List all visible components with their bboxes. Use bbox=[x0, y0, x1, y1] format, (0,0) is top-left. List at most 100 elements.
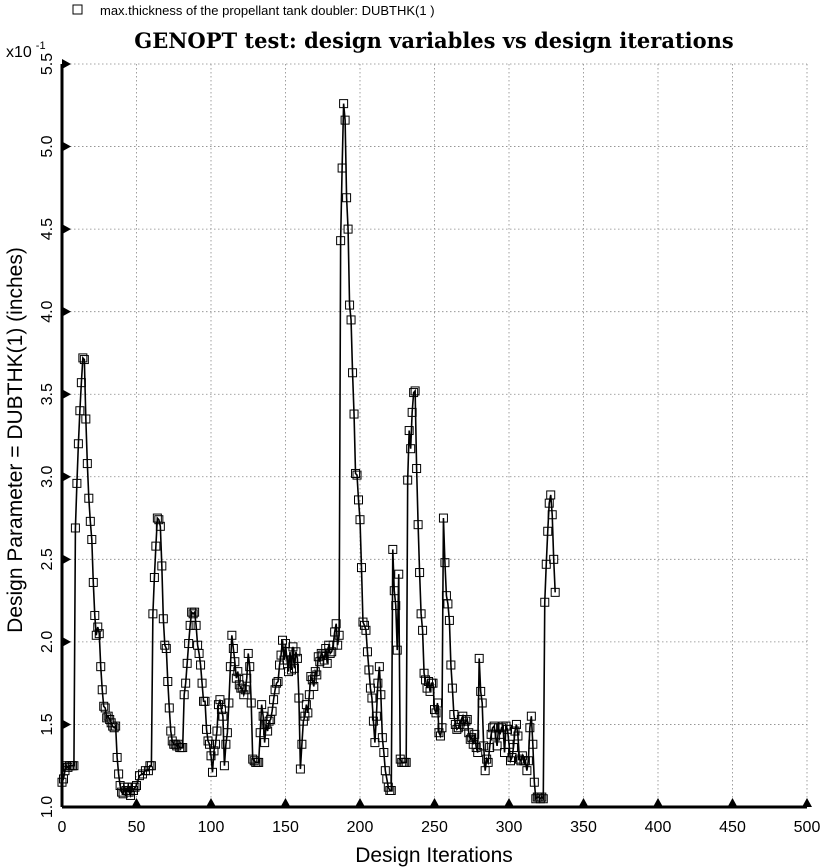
data-point bbox=[93, 622, 103, 632]
data-point bbox=[184, 639, 194, 649]
data-point bbox=[541, 559, 551, 569]
data-point bbox=[194, 648, 204, 658]
data-point bbox=[228, 643, 238, 653]
data-point bbox=[178, 743, 188, 753]
y-tick-marker bbox=[62, 471, 71, 482]
data-point bbox=[412, 464, 422, 474]
data-point bbox=[185, 620, 195, 630]
data-point bbox=[492, 741, 502, 751]
data-point bbox=[447, 683, 457, 693]
data-point bbox=[438, 513, 448, 523]
data-point bbox=[69, 761, 79, 771]
data-point bbox=[163, 677, 173, 687]
data-point bbox=[430, 705, 439, 715]
data-point bbox=[272, 678, 282, 688]
x-tick-label: 150 bbox=[272, 819, 299, 836]
data-point bbox=[407, 407, 417, 417]
y-tick-label: 3.5 bbox=[39, 383, 56, 405]
data-point bbox=[346, 315, 356, 325]
data-series bbox=[57, 99, 560, 804]
x-tick-marker bbox=[206, 798, 216, 807]
data-point bbox=[543, 526, 553, 536]
data-point bbox=[157, 561, 167, 571]
data-point bbox=[297, 739, 307, 749]
data-point bbox=[191, 620, 201, 630]
x-tick-marker bbox=[727, 798, 738, 807]
data-point bbox=[392, 645, 402, 655]
data-point bbox=[295, 764, 305, 774]
data-point bbox=[394, 569, 404, 579]
data-point bbox=[367, 693, 377, 703]
x-tick-marker bbox=[653, 798, 663, 807]
data-point bbox=[246, 698, 256, 708]
x-tick-label: 350 bbox=[570, 819, 597, 836]
data-point bbox=[96, 662, 106, 672]
data-point bbox=[129, 785, 139, 795]
data-point bbox=[462, 714, 472, 724]
data-point bbox=[196, 660, 206, 670]
data-point bbox=[164, 703, 174, 713]
data-point bbox=[349, 409, 359, 419]
data-point bbox=[112, 752, 122, 762]
data-point bbox=[285, 647, 295, 657]
data-point bbox=[303, 708, 313, 718]
data-point bbox=[79, 355, 89, 365]
x-tick-label: 0 bbox=[58, 819, 67, 836]
data-point bbox=[334, 630, 344, 640]
data-point bbox=[368, 716, 378, 726]
data-point bbox=[356, 563, 366, 573]
data-point bbox=[370, 738, 380, 748]
data-point bbox=[210, 739, 220, 749]
x-tick-marker bbox=[504, 798, 514, 807]
data-point bbox=[471, 743, 481, 753]
data-point bbox=[377, 733, 387, 743]
data-point bbox=[537, 792, 547, 802]
data-point bbox=[443, 599, 453, 609]
data-point bbox=[373, 678, 383, 688]
data-point bbox=[70, 523, 80, 533]
data-point bbox=[310, 667, 320, 677]
data-point bbox=[352, 470, 362, 480]
data-point bbox=[343, 224, 353, 234]
data-point bbox=[188, 609, 198, 619]
data-point bbox=[190, 607, 200, 617]
data-point bbox=[88, 577, 98, 587]
y-tick-marker bbox=[62, 141, 71, 152]
data-point bbox=[130, 782, 140, 792]
data-point bbox=[90, 610, 100, 620]
data-point bbox=[446, 660, 456, 670]
data-point bbox=[181, 678, 191, 688]
data-point bbox=[222, 728, 232, 738]
data-point bbox=[155, 521, 165, 531]
data-point bbox=[294, 693, 304, 703]
data-point bbox=[508, 743, 518, 753]
data-point bbox=[418, 625, 428, 635]
data-point bbox=[197, 678, 207, 688]
grid bbox=[62, 63, 808, 807]
data-point bbox=[461, 716, 471, 726]
x-tick-label: 450 bbox=[719, 819, 746, 836]
data-point bbox=[364, 665, 374, 675]
x-axis-label: Design Iterations bbox=[355, 844, 513, 867]
data-point bbox=[94, 629, 104, 639]
data-point bbox=[529, 777, 539, 787]
data-point bbox=[513, 731, 523, 741]
x-tick-label: 250 bbox=[421, 819, 448, 836]
data-point bbox=[143, 766, 153, 776]
data-point bbox=[149, 572, 159, 582]
data-point bbox=[154, 515, 164, 525]
data-point bbox=[432, 698, 442, 708]
data-point bbox=[245, 662, 255, 672]
data-point bbox=[361, 625, 371, 635]
data-point bbox=[391, 601, 401, 611]
data-point bbox=[72, 478, 82, 488]
x-tick-label: 200 bbox=[347, 819, 374, 836]
data-point bbox=[76, 378, 86, 388]
data-point bbox=[219, 761, 229, 771]
y-multiplier-base: x10 bbox=[6, 44, 32, 61]
data-point bbox=[57, 777, 67, 787]
data-point bbox=[401, 757, 411, 767]
data-point bbox=[538, 794, 548, 804]
data-point bbox=[546, 490, 556, 500]
